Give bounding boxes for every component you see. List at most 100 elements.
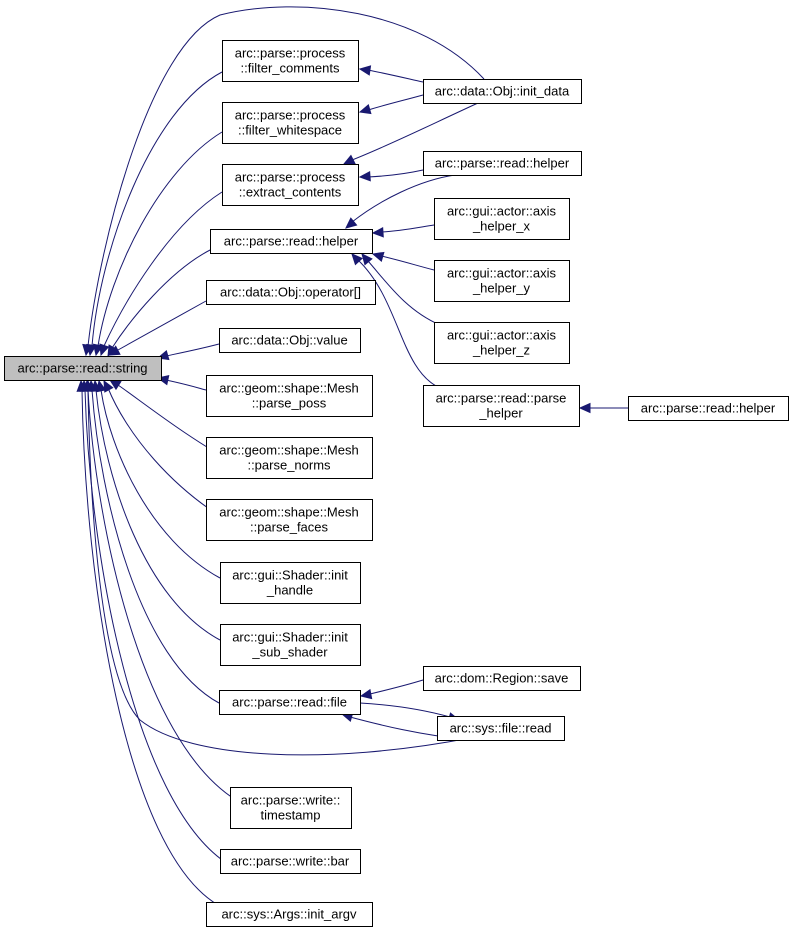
node-init-argv[interactable]: arc::sys::Args::init_argv: [206, 902, 373, 927]
node-value[interactable]: arc::data::Obj::value: [219, 328, 361, 353]
node-label-line: arc::data::Obj::init_data: [435, 84, 570, 99]
node-filter-comments[interactable]: arc::parse::process::filter_comments: [222, 40, 359, 82]
node-parse-norms[interactable]: arc::geom::shape::Mesh::parse_norms: [206, 437, 373, 479]
node-box: [628, 396, 789, 421]
node-box: [423, 151, 582, 176]
node-parse-poss[interactable]: arc::geom::shape::Mesh::parse_poss: [206, 375, 373, 417]
arrowhead: [342, 154, 356, 165]
node-box: [423, 79, 582, 104]
node-label-line: arc::data::Obj::operator[]: [220, 285, 361, 300]
edge-line: [95, 389, 221, 641]
node-label-line: _handle: [266, 583, 313, 598]
arrowhead: [345, 217, 358, 229]
node-box: [219, 690, 361, 715]
edge-line: [357, 259, 441, 389]
node-box: [423, 666, 581, 691]
edge-line: [165, 343, 220, 357]
node-label-line: arc::parse::process: [235, 170, 346, 185]
node-box: [230, 787, 352, 829]
node-sys-file-read[interactable]: arc::sys::file::read: [437, 716, 565, 741]
node-read-helper-mid[interactable]: arc::parse::read::helper: [210, 229, 373, 254]
edge-line: [367, 69, 424, 83]
node-write-bar[interactable]: arc::parse::write::bar: [220, 849, 361, 874]
node-label-line: arc::data::Obj::value: [231, 333, 347, 348]
node-label-line: arc::dom::Region::save: [435, 671, 569, 686]
node-extract-contents[interactable]: arc::parse::process::extract_contents: [222, 164, 359, 206]
node-label-line: ::extract_contents: [239, 185, 342, 200]
edge-n_init_data-to-n_extract_contents: [342, 102, 479, 165]
node-label-line: arc::parse::read::helper: [435, 156, 570, 171]
node-filter-whitespace[interactable]: arc::parse::process::filter_whitespace: [222, 102, 359, 144]
edge-line: [165, 379, 207, 391]
node-axis-y[interactable]: arc::gui::actor::axis_helper_y: [434, 260, 570, 302]
node-label-line: arc::gui::Shader::init: [232, 630, 348, 645]
node-label-line: arc::parse::process: [235, 108, 346, 123]
arrowhead: [359, 688, 373, 700]
edge-n_region_save-to-n_read_file: [359, 679, 424, 700]
node-region-save[interactable]: arc::dom::Region::save: [423, 666, 581, 691]
edge-n_read_helper_top-to-n_read_helper_mid: [345, 174, 456, 229]
node-init-data[interactable]: arc::data::Obj::init_data: [423, 79, 582, 104]
node-read-string[interactable]: arc::parse::read::string: [4, 356, 162, 381]
edge-n_axis_z-to-n_read_helper_mid: [361, 253, 441, 326]
node-box: [220, 562, 361, 604]
node-box: [434, 322, 570, 364]
nodes-layer: arc::parse::read::string arc::parse::proc…: [4, 40, 789, 927]
edge-line: [84, 389, 226, 863]
edge-n_init_argv-to-n_read_string: [76, 379, 219, 906]
node-init-handle[interactable]: arc::gui::Shader::init_handle: [220, 562, 361, 604]
edge-line: [111, 248, 213, 349]
node-box: [434, 260, 570, 302]
node-label-line: arc::gui::actor::axis: [447, 204, 557, 219]
node-label-line: arc::parse::read::helper: [641, 401, 776, 416]
node-label-line: arc::gui::actor::axis: [447, 266, 557, 281]
node-axis-x[interactable]: arc::gui::actor::axis_helper_x: [434, 198, 570, 240]
node-label-line: timestamp: [261, 808, 321, 823]
node-init-sub-shader[interactable]: arc::gui::Shader::init_sub_shader: [220, 624, 361, 666]
node-read-file[interactable]: arc::parse::read::file: [219, 690, 361, 715]
node-label-line: ::filter_whitespace: [238, 123, 342, 138]
node-box: [222, 102, 359, 144]
node-parse-faces[interactable]: arc::geom::shape::Mesh::parse_faces: [206, 499, 373, 541]
edge-line: [117, 300, 207, 351]
arrowhead: [578, 402, 591, 414]
node-box: [206, 499, 373, 541]
node-timestamp[interactable]: arc::parse::write::timestamp: [230, 787, 352, 829]
edge-line: [87, 389, 471, 756]
edge-n_axis_x-to-n_read_helper_mid: [371, 224, 435, 238]
edge-line: [103, 191, 223, 347]
node-label-line: arc::parse::process: [235, 46, 346, 61]
node-label-line: arc::parse::read::helper: [224, 234, 359, 249]
edge-line: [351, 174, 456, 223]
node-label-line: arc::geom::shape::Mesh: [219, 443, 358, 458]
node-box: [222, 164, 359, 206]
edge-n_filter_comments-to-n_read_string: [86, 71, 223, 357]
arrowhead: [99, 343, 110, 357]
edge-line: [381, 224, 435, 233]
node-label-line: arc::parse::write::: [241, 793, 341, 808]
node-box: [220, 624, 361, 666]
node-read-helper-right[interactable]: arc::parse::read::helper: [628, 396, 789, 421]
edge-n_extract_contents-to-n_read_string: [99, 191, 223, 357]
edge-line: [91, 71, 223, 347]
edge-n_read_helper_top-to-n_extract_contents: [358, 169, 424, 182]
arrowhead: [351, 253, 363, 266]
edge-n_init_data-to-n_filter_whitespace: [358, 94, 424, 115]
node-box: [4, 356, 162, 381]
node-axis-z[interactable]: arc::gui::actor::axis_helper_z: [434, 322, 570, 364]
arrowhead: [371, 251, 385, 262]
edges-layer: [76, 6, 628, 906]
node-parse-helper[interactable]: arc::parse::read::parse_helper: [423, 385, 580, 427]
node-operator[interactable]: arc::data::Obj::operator[]: [206, 280, 376, 305]
node-box: [206, 280, 376, 305]
node-label-line: ::filter_comments: [241, 61, 340, 76]
node-box: [220, 849, 361, 874]
node-box: [434, 198, 570, 240]
node-label-line: arc::sys::file::read: [450, 721, 552, 736]
node-box: [423, 385, 580, 427]
edge-line: [359, 702, 451, 718]
arrowhead: [371, 227, 384, 238]
edge-line: [367, 260, 441, 326]
edge-n_parse_helper-to-n_read_helper_mid: [351, 253, 441, 389]
node-read-helper-top[interactable]: arc::parse::read::helper: [423, 151, 582, 176]
